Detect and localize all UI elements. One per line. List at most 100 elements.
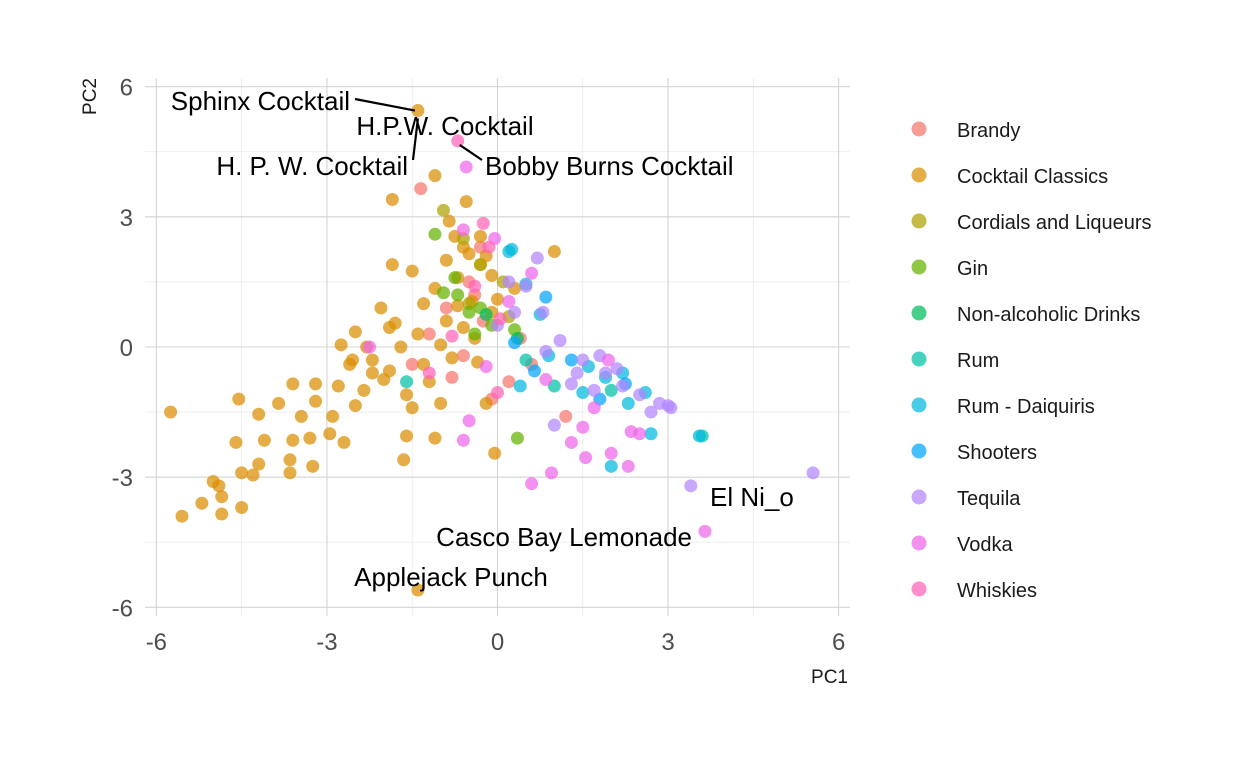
data-point bbox=[363, 340, 377, 354]
y-tick-label: 0 bbox=[120, 335, 133, 362]
data-point bbox=[488, 446, 502, 460]
data-point bbox=[456, 349, 470, 363]
legend-label: Brandy bbox=[957, 120, 1020, 142]
data-point bbox=[644, 405, 658, 419]
x-tick-label: -6 bbox=[146, 629, 167, 656]
tick-labels: -6 -3 0 3 6 -6 -3 0 3 6 bbox=[112, 75, 846, 656]
data-point bbox=[576, 386, 590, 400]
data-point bbox=[473, 258, 487, 272]
data-point bbox=[564, 377, 578, 391]
data-point bbox=[442, 214, 456, 228]
data-point bbox=[545, 466, 559, 480]
data-point bbox=[400, 429, 414, 443]
data-point bbox=[621, 396, 635, 410]
data-point bbox=[283, 466, 297, 480]
legend-key bbox=[911, 259, 927, 275]
x-tick-label: 0 bbox=[491, 629, 504, 656]
data-point bbox=[539, 290, 553, 304]
data-point bbox=[633, 427, 647, 441]
data-point bbox=[439, 301, 453, 315]
data-point bbox=[601, 353, 615, 367]
data-point bbox=[294, 409, 308, 423]
data-point bbox=[365, 353, 379, 367]
legend-key bbox=[911, 489, 927, 505]
data-point bbox=[445, 370, 459, 384]
annotation-label: H. P. W. Cocktail bbox=[216, 151, 408, 181]
data-point bbox=[473, 229, 487, 243]
y-tick-label: 3 bbox=[120, 205, 133, 232]
data-point bbox=[309, 394, 323, 408]
data-point bbox=[644, 427, 658, 441]
legend-label: Gin bbox=[957, 258, 988, 280]
data-point bbox=[519, 279, 533, 293]
data-point bbox=[388, 316, 402, 330]
data-point bbox=[599, 366, 613, 380]
data-point bbox=[553, 333, 567, 347]
data-point bbox=[428, 431, 442, 445]
legend-label: Rum - Daiquiris bbox=[957, 396, 1095, 418]
x-tick-label: 3 bbox=[661, 629, 674, 656]
data-point bbox=[428, 227, 442, 241]
data-point bbox=[493, 312, 507, 326]
data-point bbox=[411, 327, 425, 341]
data-point bbox=[212, 479, 226, 493]
data-point bbox=[616, 379, 630, 393]
data-point bbox=[479, 307, 493, 321]
data-point bbox=[405, 357, 419, 371]
data-point bbox=[485, 268, 499, 282]
data-point bbox=[456, 433, 470, 447]
annotation-label: Applejack Punch bbox=[354, 562, 548, 592]
legend: Brandy Cocktail Classics Cordials and Liqu… bbox=[911, 120, 1152, 602]
data-point bbox=[698, 524, 712, 538]
data-point bbox=[664, 401, 678, 415]
data-point bbox=[547, 418, 561, 432]
legend-label: Shooters bbox=[957, 442, 1037, 464]
legend-key bbox=[911, 167, 927, 183]
data-point bbox=[252, 407, 266, 421]
data-point bbox=[436, 203, 450, 217]
data-points bbox=[164, 104, 820, 597]
data-point bbox=[439, 314, 453, 328]
data-point bbox=[451, 288, 465, 302]
data-point bbox=[510, 431, 524, 445]
data-point bbox=[684, 479, 698, 493]
data-point bbox=[536, 305, 550, 319]
data-point bbox=[445, 351, 459, 365]
legend-key bbox=[911, 581, 927, 597]
y-tick-label: -3 bbox=[112, 465, 133, 492]
data-point bbox=[326, 409, 340, 423]
data-point bbox=[323, 427, 337, 441]
data-point bbox=[479, 396, 493, 410]
data-point bbox=[436, 286, 450, 300]
data-point bbox=[164, 405, 178, 419]
data-point bbox=[633, 388, 647, 402]
data-point bbox=[397, 453, 411, 467]
data-point bbox=[385, 258, 399, 272]
data-point bbox=[564, 435, 578, 449]
annotation-label: Sphinx Cocktail bbox=[171, 86, 350, 116]
data-point bbox=[215, 507, 229, 521]
data-point bbox=[525, 477, 539, 491]
data-point bbox=[468, 327, 482, 341]
data-point bbox=[286, 377, 300, 391]
data-point bbox=[502, 375, 516, 389]
data-point bbox=[559, 409, 573, 423]
legend-key bbox=[911, 305, 927, 321]
data-point bbox=[451, 134, 465, 148]
annotation-label: Casco Bay Lemonade bbox=[436, 522, 692, 552]
data-point bbox=[479, 360, 493, 374]
data-point bbox=[400, 388, 414, 402]
annotation-label: H.P.W. Cocktail bbox=[356, 111, 533, 141]
data-point bbox=[215, 490, 229, 504]
data-point bbox=[806, 466, 820, 480]
data-point bbox=[411, 583, 425, 597]
data-point bbox=[456, 223, 470, 237]
data-point bbox=[462, 305, 476, 319]
y-axis-label: PC2 bbox=[80, 78, 101, 115]
data-point bbox=[434, 338, 448, 352]
data-point bbox=[576, 420, 590, 434]
x-tick-label: 6 bbox=[832, 629, 845, 656]
annotation-leader-line bbox=[354, 97, 416, 112]
data-point bbox=[309, 377, 323, 391]
data-point bbox=[462, 414, 476, 428]
